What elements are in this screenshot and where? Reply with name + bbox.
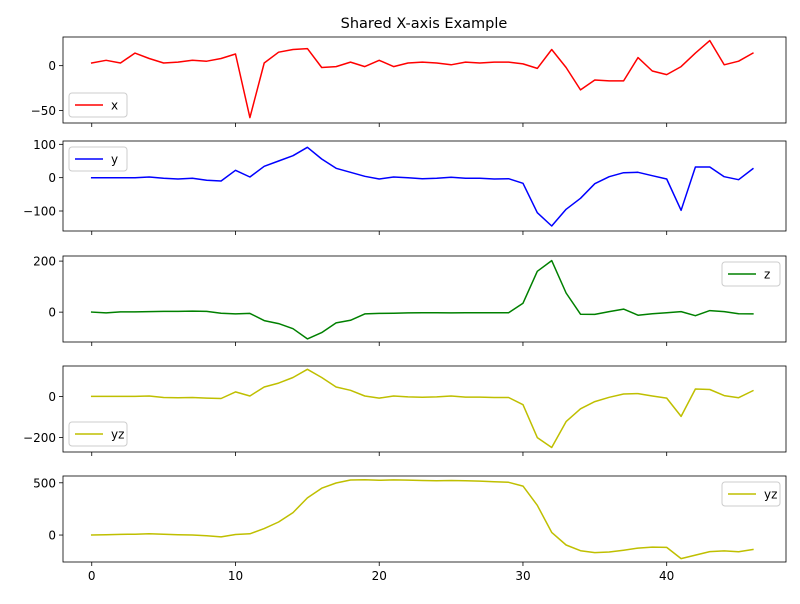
series-line-y [90,146,754,227]
x-tick-label: 30 [515,569,530,583]
legend-label: yz [111,428,124,442]
legend-label: z [764,268,770,282]
y-tick-label: 200 [33,255,56,269]
legend: yz [721,481,781,507]
panel-1: −50 0 x [31,36,787,127]
legend-label: x [111,99,118,113]
panel-2: −100 0 100 y [23,138,787,235]
axes-frame [62,475,787,563]
y-tick-label: 500 [33,476,56,490]
legend-label: yz [764,488,777,502]
panel-5: 0 500 0 10 20 30 40 yz [33,475,787,583]
y-tick-label: 0 [48,59,56,73]
series-line-yz [90,368,754,449]
y-tick-label: −200 [23,431,56,445]
y-tick-label: −50 [31,104,56,118]
panel-3: 0 200 z [33,255,787,346]
y-tick-label: 0 [48,529,56,543]
y-tick-label: 0 [48,171,56,185]
x-tick-label: 40 [659,569,674,583]
legend: x [68,92,128,118]
y-tick-label: 0 [48,306,56,320]
axes-frame [62,36,787,124]
legend: y [68,146,128,172]
axes-frame [62,255,787,343]
series-line-x [90,39,754,119]
legend: z [721,261,781,287]
y-tick-label: −100 [23,205,56,219]
axes-frame [62,140,787,232]
panel-4: −200 0 yz [23,365,787,456]
series-line-yz [90,478,754,560]
series-line-z [90,259,754,340]
x-tick-label: 20 [372,569,387,583]
chart-title: Shared X-axis Example [341,16,508,32]
legend-label: y [111,153,118,167]
y-tick-label: 100 [33,138,56,152]
x-tick-label: 10 [228,569,243,583]
x-tick-label: 0 [88,569,96,583]
legend: yz [68,421,128,447]
axes-frame [62,365,787,453]
y-tick-label: 0 [48,390,56,404]
